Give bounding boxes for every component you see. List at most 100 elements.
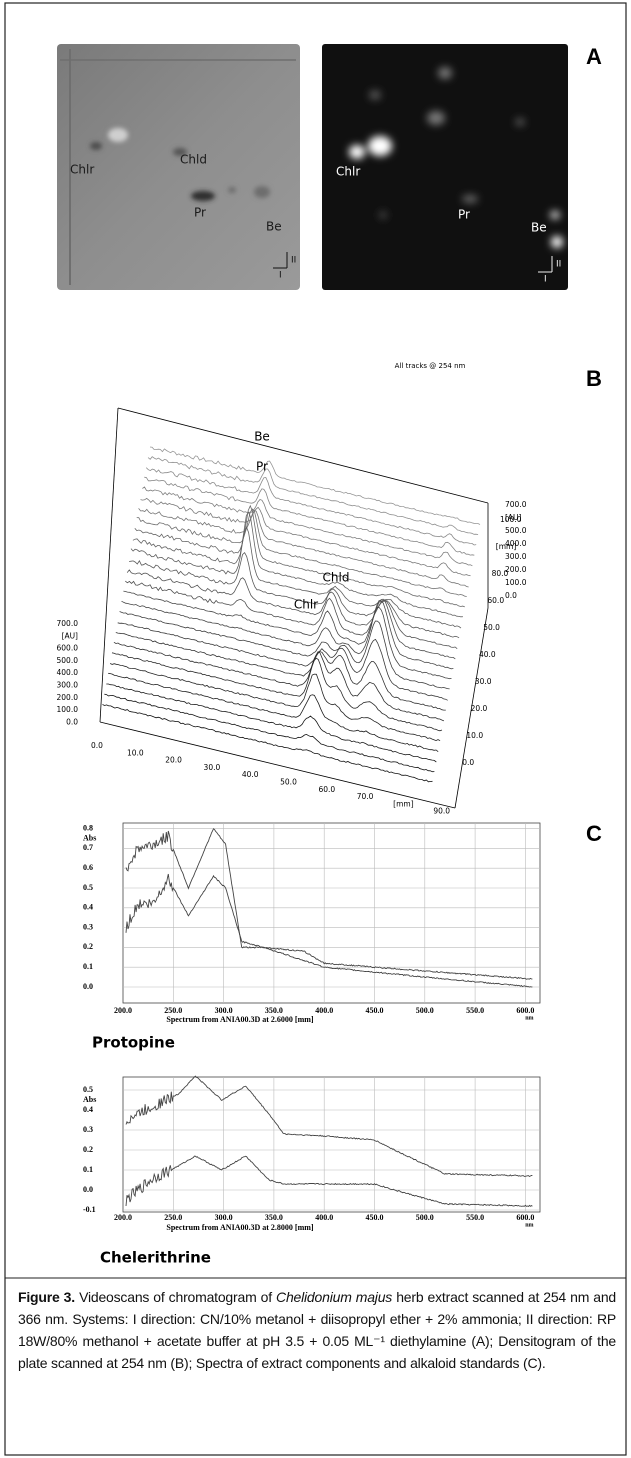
axis-label: 300.0 (505, 552, 527, 561)
axis-label: [AU] (62, 631, 79, 640)
x-tick-label: 450.0 (366, 1213, 384, 1222)
trace (111, 652, 443, 732)
x-tick-label: 350.0 (265, 1213, 283, 1222)
caption-label: Figure 3. (18, 1289, 75, 1305)
trace (138, 508, 469, 588)
y-tick-label: 0.1 (83, 962, 93, 971)
spectrum-curve (125, 828, 533, 988)
trace (142, 486, 473, 567)
trace (129, 551, 460, 639)
trace (113, 641, 445, 722)
axis-label: 60.0 (487, 596, 504, 605)
panel-label: C (586, 821, 602, 846)
trace (102, 704, 433, 783)
axis-label: 10.0 (127, 748, 144, 757)
y-tick-label: 0.8 (83, 823, 93, 832)
axis-label: 0.0 (462, 758, 474, 767)
spot-label: Pr (194, 206, 206, 220)
axis-label: 200.0 (57, 693, 79, 702)
y-tick-label: -0.1 (83, 1205, 96, 1214)
axis-label: 30.0 (475, 677, 492, 686)
axis-label: [mm] (393, 799, 414, 808)
figure-caption: Figure 3. Videoscans of chromatogram of … (18, 1286, 616, 1374)
spectra: 200.0 250.0 300.0 350.0 400.0 450.0 500.0 550.0… (83, 822, 541, 1267)
x-tick-label: 400.0 (315, 1006, 333, 1015)
y-tick-label: Abs (83, 1095, 96, 1104)
axis-label: 20.0 (471, 704, 488, 713)
axis-label: 70.0 (357, 792, 374, 801)
y-tick-label: Abs (83, 833, 96, 842)
trace (132, 511, 463, 618)
trace (149, 446, 481, 525)
axis-label: 10.0 (466, 731, 483, 740)
axis-label: 700.0 (57, 619, 79, 628)
x-tick-label: 500.0 (416, 1213, 434, 1222)
plot-area (122, 822, 541, 1004)
plot-area (122, 1076, 541, 1213)
caption-text: herb extract scanned at 254 nm and 366 n… (18, 1289, 617, 1371)
trace (136, 508, 467, 597)
axis-label: 40.0 (242, 770, 259, 779)
y-tick-label: 0.4 (83, 1105, 93, 1114)
x-tick-label: 450.0 (366, 1006, 384, 1015)
axis-label: 30.0 (204, 763, 221, 772)
trace (117, 622, 448, 701)
x-tick-label: 600.0 (516, 1213, 534, 1222)
chart-title: All tracks @ 254 nm (395, 362, 466, 370)
x-unit: nm (525, 1015, 533, 1021)
peak-label: Chlr (294, 598, 318, 612)
spot-label: Chlr (336, 165, 360, 179)
trace (104, 693, 435, 773)
axis-label: 0.0 (66, 717, 78, 726)
y-tick-label: 0.0 (83, 982, 93, 991)
direction-label: I (279, 271, 282, 281)
x-tick-label: 550.0 (466, 1006, 484, 1015)
spectrum-curve (125, 1155, 533, 1208)
y-tick-label: 0.5 (83, 1085, 93, 1094)
x-tick-label: 550.0 (466, 1213, 484, 1222)
axis-label: [AU] (505, 513, 522, 522)
densitogram-traces (102, 446, 481, 783)
x-unit: nm (525, 1222, 533, 1228)
axis-label: 600.0 (57, 644, 79, 653)
spectrum-caption: Spectrum from ANIA00.3D at 2.8000 [mm] (166, 1223, 314, 1232)
y-tick-label: 0.2 (83, 1145, 93, 1154)
trace (130, 526, 462, 629)
spot-label: Chld (180, 153, 207, 167)
x-tick-label: 400.0 (315, 1213, 333, 1222)
axis-label: 40.0 (479, 650, 496, 659)
trace (108, 672, 439, 753)
x-tick-label: 200.0 (114, 1006, 132, 1015)
spectrum-name: Chelerithrine (100, 1249, 211, 1267)
spectrum-curve (125, 873, 533, 980)
y-tick-label: 0.2 (83, 942, 93, 951)
spot-label: Be (531, 221, 547, 235)
spot-label: Chlr (70, 163, 94, 177)
axis-label: 20.0 (165, 756, 182, 765)
figure-frame (4, 2, 627, 1456)
axis-label: 80.0 (492, 569, 509, 578)
trace (147, 456, 479, 535)
trace (123, 590, 454, 670)
y-tick-label: 0.5 (83, 883, 93, 892)
y-tick-label: 0.6 (83, 863, 93, 872)
trace (115, 632, 446, 711)
axis-label: 500.0 (505, 526, 527, 535)
axis-label: 0.0 (505, 591, 517, 600)
x-tick-label: 300.0 (215, 1006, 233, 1015)
y-tick-label: 0.7 (83, 843, 93, 852)
x-tick-label: 500.0 (416, 1006, 434, 1015)
trace (126, 569, 458, 650)
y-tick-label: 0.0 (83, 1185, 93, 1194)
peak-label: Pr (256, 460, 268, 474)
axis-label: 400.0 (57, 668, 79, 677)
x-tick-label: 350.0 (265, 1006, 283, 1015)
axis-label: 200.0 (505, 565, 527, 574)
trace (134, 504, 465, 608)
axis-label: 90.0 (433, 807, 450, 816)
axis-label: 400.0 (505, 539, 527, 548)
axis-label: 100.0 (505, 578, 527, 587)
axis-label: 100.0 (57, 705, 79, 714)
